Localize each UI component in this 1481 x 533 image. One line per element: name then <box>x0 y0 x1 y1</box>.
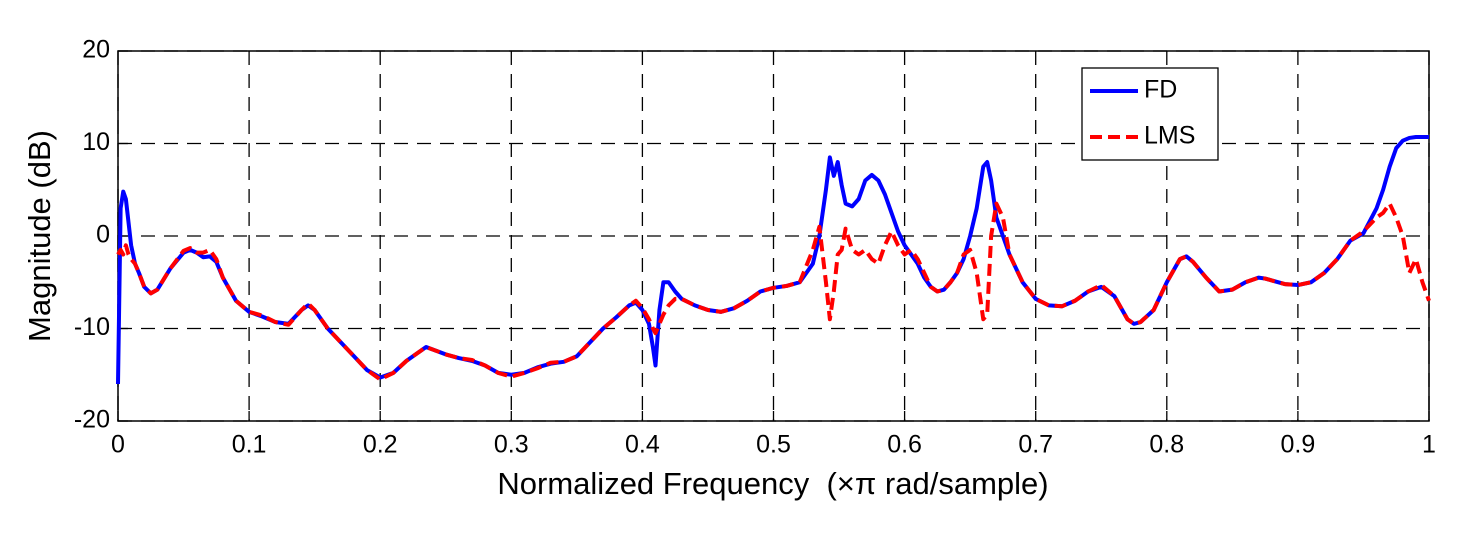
x-tick-label: 0.2 <box>363 431 398 459</box>
x-tick-label: 0.1 <box>232 431 267 459</box>
y-tick-label: 20 <box>82 36 110 64</box>
x-tick-label: 0 <box>111 431 125 459</box>
x-tick-label: 0.3 <box>494 431 529 459</box>
plot-frame <box>117 50 1430 422</box>
legend-box <box>1081 67 1219 161</box>
x-tick-label: 0.6 <box>887 431 922 459</box>
y-axis-label: Magnitude (dB) <box>22 130 57 342</box>
x-tick-label: 0.5 <box>756 431 791 459</box>
legend-label: LMS <box>1144 122 1195 150</box>
x-tick-label: 0.4 <box>625 431 660 459</box>
y-tick-label: 10 <box>82 128 110 156</box>
y-tick-label: 0 <box>96 221 110 249</box>
y-tick-label: -20 <box>74 406 110 434</box>
x-tick-label: 0.9 <box>1281 431 1316 459</box>
series-line <box>116 135 1429 385</box>
x-tick-label: 1 <box>1422 431 1436 459</box>
x-axis-label: Normalized Frequency (×π rad/sample) <box>497 466 1048 501</box>
x-tick-label: 0.8 <box>1149 431 1184 459</box>
y-tick-label: -10 <box>74 313 110 341</box>
x-tick-label: 0.7 <box>1018 431 1053 459</box>
legend-label: FD <box>1144 76 1177 104</box>
